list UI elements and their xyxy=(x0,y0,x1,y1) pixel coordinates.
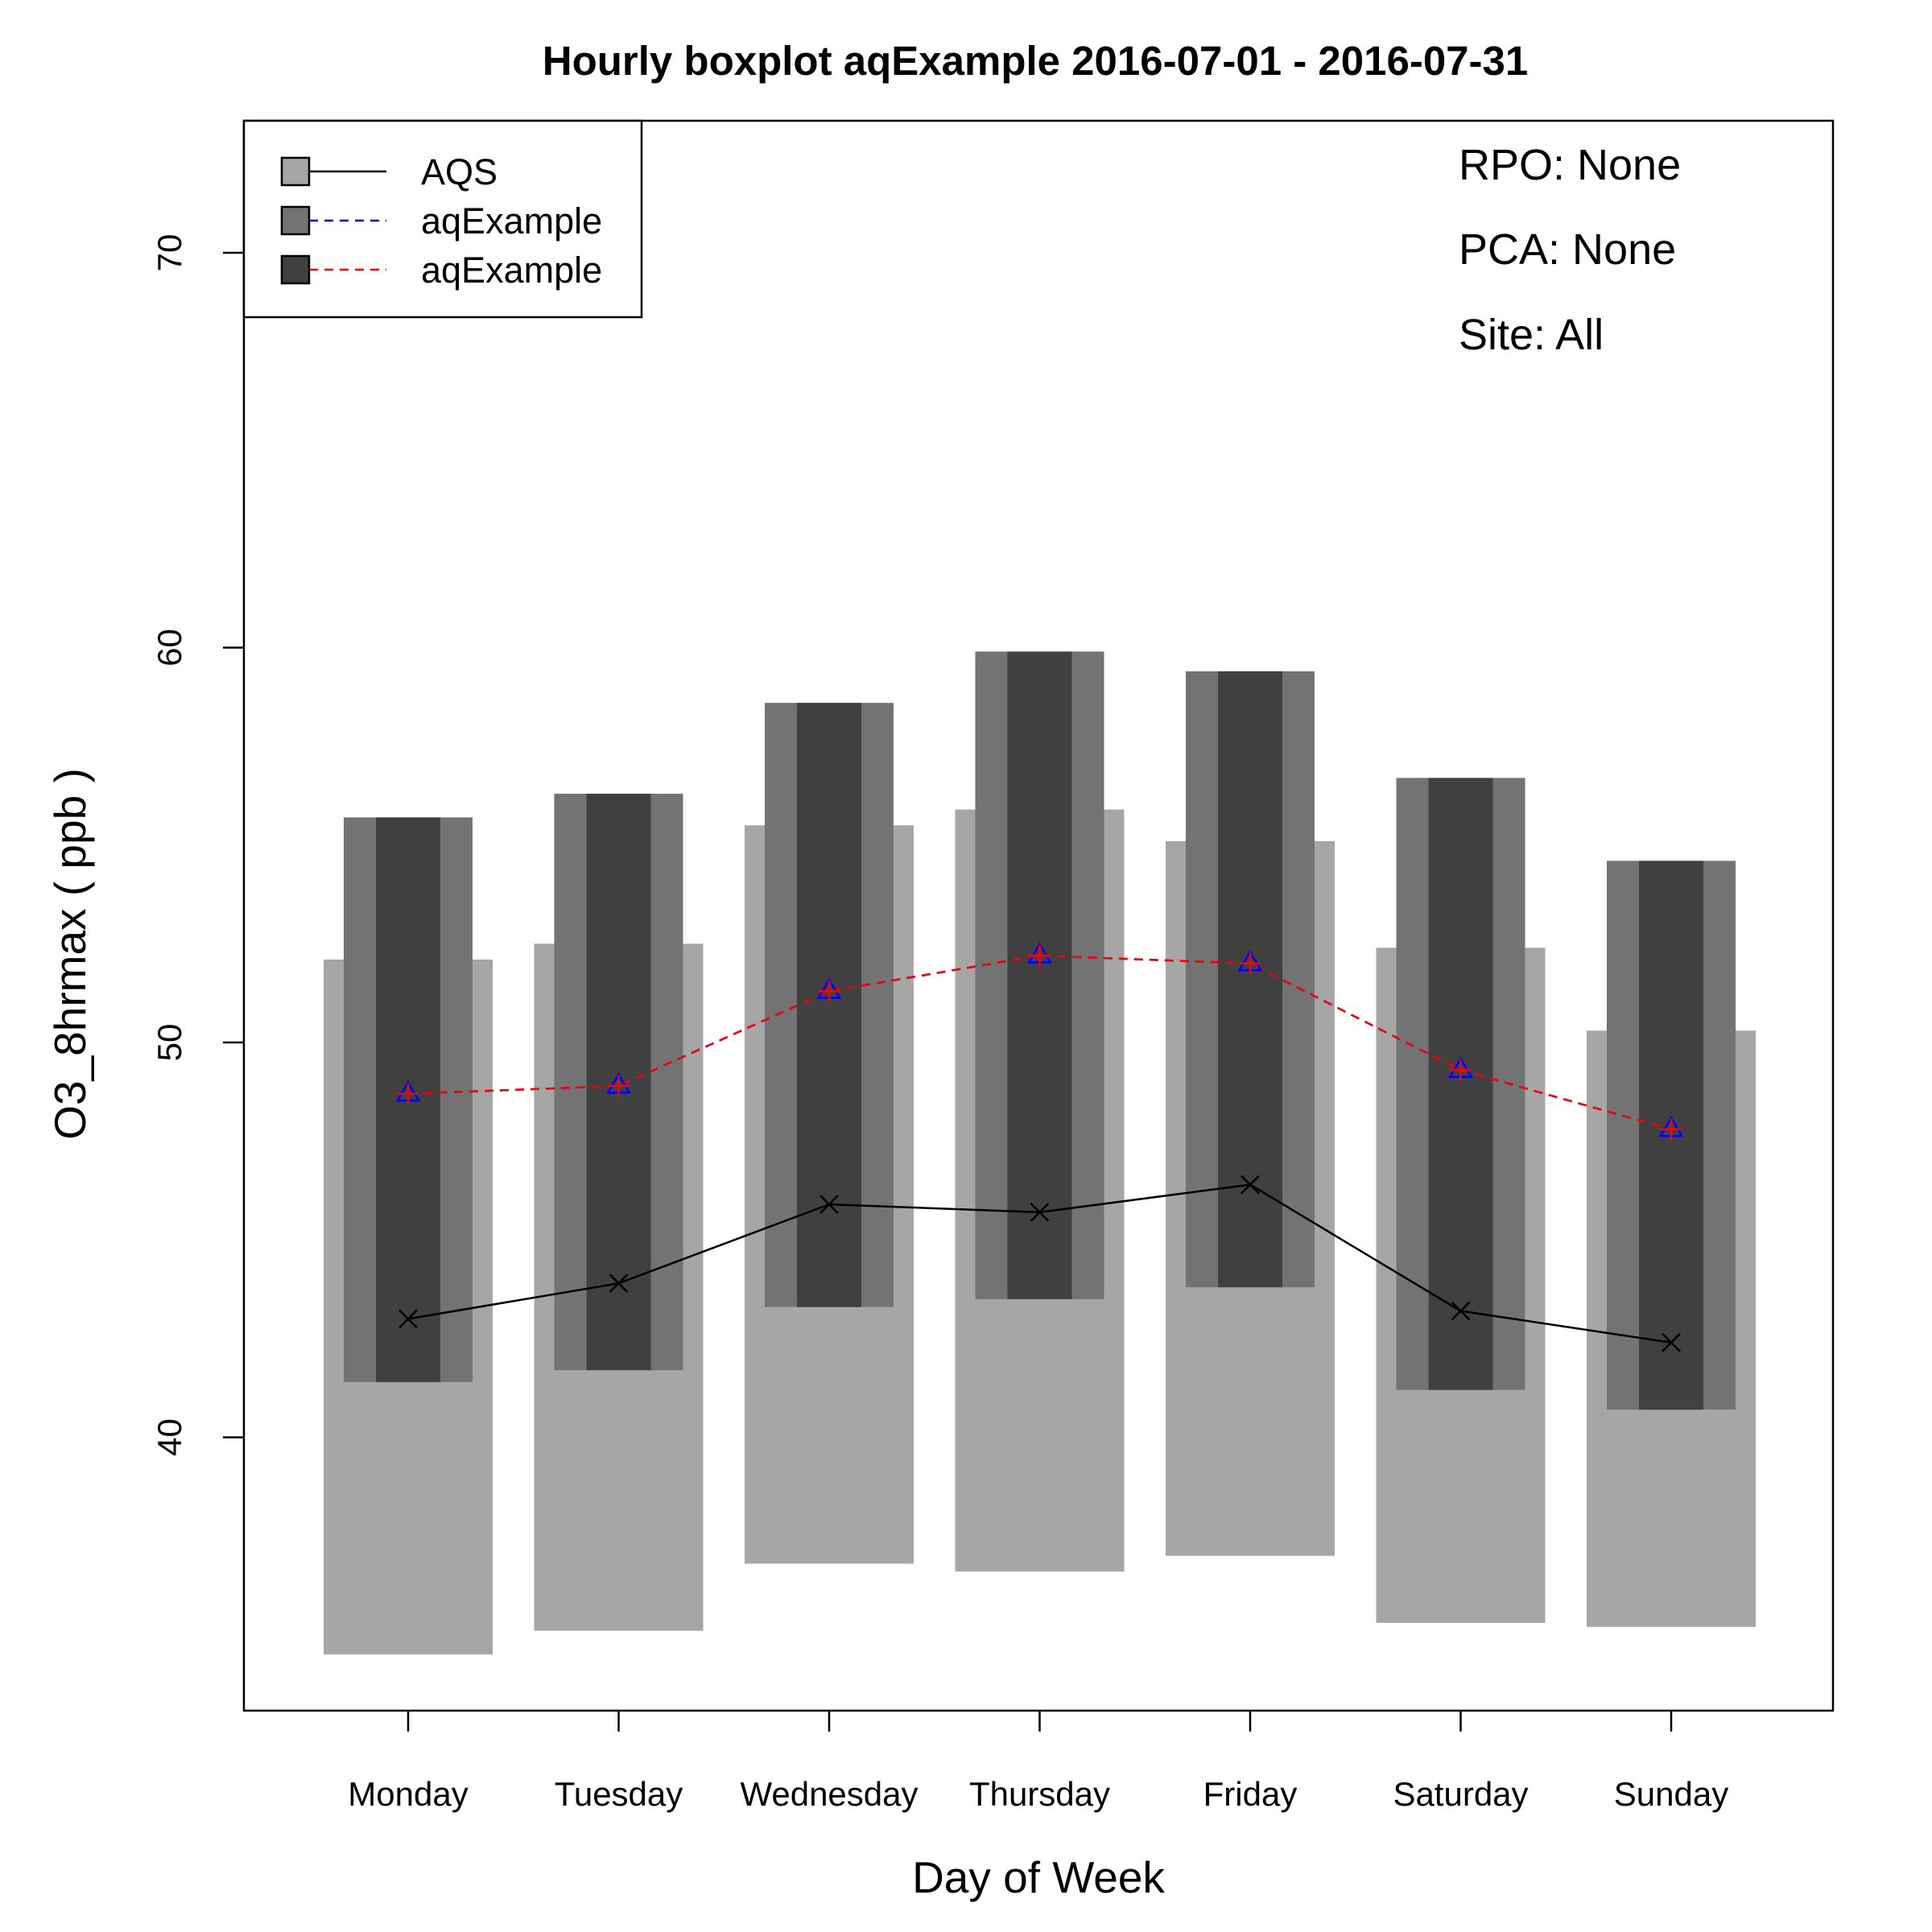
y-axis: 40 50 60 70 xyxy=(151,234,244,1456)
median-marker-aqexample-2-wednesday xyxy=(819,980,840,1002)
box-aqexample-2-friday xyxy=(1218,671,1282,1288)
box-aqexample-2-wednesday xyxy=(797,703,861,1307)
median-marker-aqexample-2-tuesday xyxy=(608,1075,630,1096)
x-tick-label-friday: Friday xyxy=(1203,1775,1298,1813)
info-site: Site: All xyxy=(1459,311,1604,359)
median-marker-aqexample-2-thursday xyxy=(1029,945,1051,967)
legend-swatch-2 xyxy=(280,254,311,285)
x-tick-label-saturday: Saturday xyxy=(1393,1775,1528,1813)
y-tick-label-50: 50 xyxy=(151,1024,188,1062)
x-tick-label-thursday: Thursday xyxy=(969,1775,1110,1813)
median-marker-aqs-0-thursday xyxy=(1030,1203,1050,1222)
x-tick-label-monday: Monday xyxy=(348,1775,468,1813)
legend-swatch-0 xyxy=(280,156,311,187)
median-marker-aqs-0-wednesday xyxy=(819,1195,839,1214)
legend-items: AQS aqExample aqExample xyxy=(280,151,602,291)
y-tick-label-70: 70 xyxy=(151,234,188,272)
median-marker-aqs-0-saturday xyxy=(1451,1301,1471,1321)
y-tick-label-40: 40 xyxy=(151,1418,188,1456)
legend-swatch-1 xyxy=(280,205,311,236)
legend-label-1: aqExample xyxy=(421,200,602,242)
info-panel: RPO: None PCA: None Site: All xyxy=(1459,141,1681,359)
box-aqexample-2-thursday xyxy=(1007,651,1072,1299)
median-marker-aqs-0-friday xyxy=(1241,1174,1260,1195)
y-tick-label-60: 60 xyxy=(151,629,188,667)
median-marker-aqexample-2-sunday xyxy=(1661,1118,1682,1140)
median-marker-aqs-0-sunday xyxy=(1662,1332,1681,1352)
median-marker-aqs-0-tuesday xyxy=(609,1274,629,1294)
x-axis: Monday Tuesday Wednesday Thursday Friday Satu… xyxy=(348,1711,1728,1813)
y-axis-label: O3_8hrmax ( ppb ) xyxy=(45,768,95,1140)
legend-box xyxy=(242,119,643,319)
legend: AQS aqExample aqExample xyxy=(242,119,643,319)
median-marker-aqexample-2-monday xyxy=(398,1083,419,1104)
x-tick-label-tuesday: Tuesday xyxy=(555,1775,683,1813)
info-pca: PCA: None xyxy=(1459,225,1676,274)
median-markers-layer xyxy=(395,942,1684,1352)
info-rpo: RPO: None xyxy=(1459,141,1681,189)
median-marker-aqexample-2-saturday xyxy=(1450,1059,1472,1081)
median-marker-aqs-0-monday xyxy=(398,1309,418,1329)
box-aqexample-2-saturday xyxy=(1428,778,1493,1390)
x-tick-label-wednesday: Wednesday xyxy=(740,1775,918,1813)
median-marker-aqexample-2-friday xyxy=(1240,952,1261,974)
chart-title: Hourly boxplot aqExample 2016-07-01 - 20… xyxy=(543,38,1529,84)
x-tick-label-sunday: Sunday xyxy=(1614,1775,1728,1813)
plot-frame xyxy=(242,119,1835,1712)
legend-label-0: AQS xyxy=(421,151,497,192)
x-axis-label: Day of Week xyxy=(912,1852,1165,1902)
legend-label-2: aqExample xyxy=(421,250,602,291)
